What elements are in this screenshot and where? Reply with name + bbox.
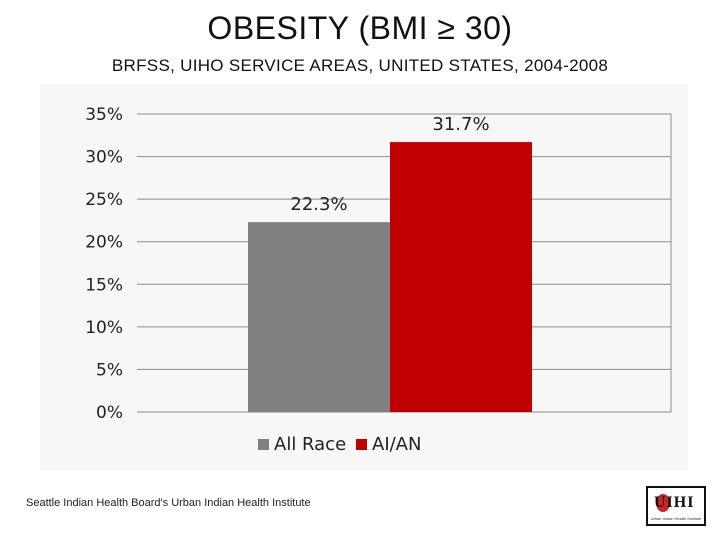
legend-swatch (258, 439, 269, 450)
legend-label: AI/AN (372, 434, 421, 455)
y-tick-label: 15% (85, 275, 123, 295)
y-axis-ticks: 0% 5% 10% 15% 20% 25% 30% 35% (85, 105, 123, 423)
bars (248, 142, 532, 412)
y-tick-label: 30% (85, 148, 123, 168)
legend-label: All Race (274, 434, 346, 455)
y-tick-label: 35% (85, 105, 123, 125)
bar-chart: 0% 5% 10% 15% 20% 25% 30% 35% 22.3% 31.7% All Ra… (40, 84, 688, 470)
legend: All Race AI/AN (258, 434, 421, 455)
chart-area: 0% 5% 10% 15% 20% 25% 30% 35% 22.3% 31.7% All Ra… (40, 84, 688, 470)
logo-emblem-icon (656, 494, 670, 512)
y-tick-label: 25% (85, 190, 123, 210)
data-label: 31.7% (432, 114, 489, 135)
bar (390, 142, 532, 412)
logo-wordmark: UIHI (654, 494, 695, 511)
bar (248, 222, 390, 412)
y-tick-label: 0% (96, 403, 123, 423)
page-subtitle: BRFSS, UIHO SERVICE AREAS, UNITED STATES… (111, 56, 609, 75)
y-tick-label: 5% (96, 360, 123, 380)
legend-swatch (356, 439, 367, 450)
logo-tagline: Urban Indian Health Institute (650, 516, 702, 521)
data-labels: 22.3% 31.7% (290, 114, 489, 215)
uihi-logo: UIHI Urban Indian Health Institute (646, 486, 706, 526)
page-title: OBESITY (BMI ≥ 30) (207, 10, 513, 46)
y-tick-label: 20% (85, 233, 123, 253)
data-label: 22.3% (290, 194, 347, 215)
footer-credit: Seattle Indian Health Board's Urban Indi… (26, 497, 311, 509)
y-tick-label: 10% (85, 318, 123, 338)
